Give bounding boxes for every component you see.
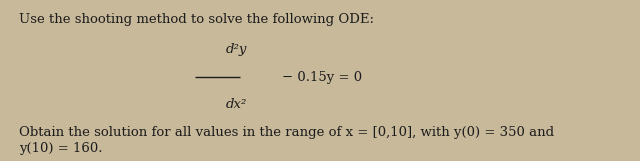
Text: Obtain the solution for all values in the range of x = [0,10], with y(0) = 350 a: Obtain the solution for all values in th… — [19, 126, 554, 139]
Text: d²y: d²y — [226, 43, 248, 56]
Text: − 0.15y = 0: − 0.15y = 0 — [282, 71, 362, 84]
Text: Use the shooting method to solve the following ODE:: Use the shooting method to solve the fol… — [19, 13, 374, 26]
Text: dx²: dx² — [226, 98, 248, 111]
Text: y(10) = 160.: y(10) = 160. — [19, 142, 102, 155]
